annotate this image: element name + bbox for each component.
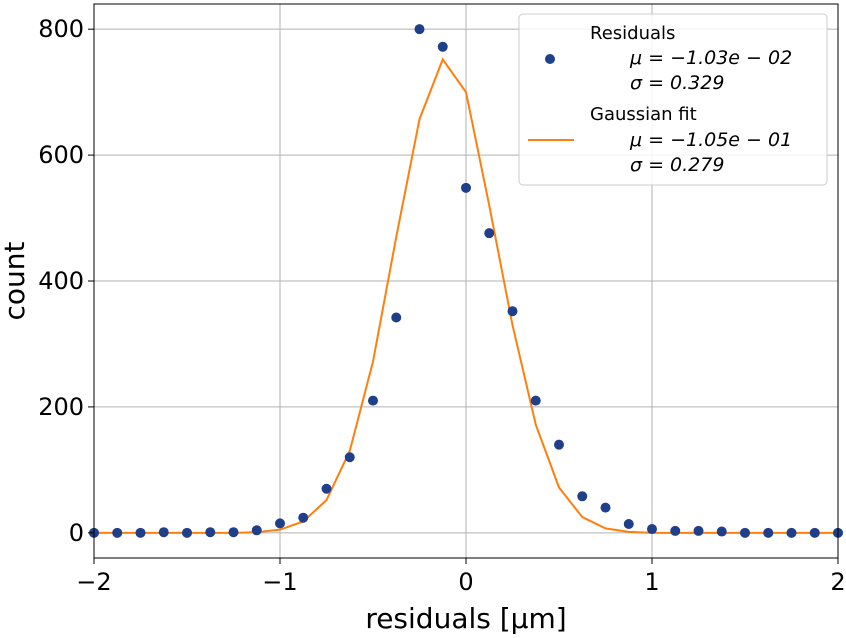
- residuals-point: [647, 524, 657, 535]
- y-tick-label: 600: [38, 141, 84, 169]
- gaussian-fit-line: [94, 57, 838, 534]
- residuals-point: [368, 395, 378, 406]
- residuals-point: [786, 527, 797, 538]
- residuals-point: [228, 527, 239, 538]
- residuals-point: [251, 525, 262, 536]
- y-tick-label: 0: [69, 519, 84, 547]
- axis-ticks: −2 −1 0 1 2 0 200 400 600 800: [38, 15, 845, 596]
- legend-gaussian-fit-sigma: σ = 0.279: [630, 154, 724, 176]
- residuals-point: [182, 527, 192, 538]
- legend-gaussian-fit-label: Gaussian fit: [590, 104, 697, 125]
- legend-residuals-label: Residuals: [590, 23, 675, 44]
- residuals-point: [716, 526, 727, 537]
- residuals-point: [693, 525, 704, 536]
- y-axis-label: count: [0, 241, 31, 320]
- legend-residuals-marker: [545, 54, 555, 64]
- legend-residuals-sigma: σ = 0.329: [630, 72, 724, 94]
- x-tick-label: 1: [644, 568, 659, 596]
- residuals-point: [740, 527, 750, 538]
- residuals-point: [437, 41, 448, 52]
- legend-box: [518, 13, 828, 186]
- residuals-point: [205, 527, 216, 538]
- residuals-point: [577, 491, 588, 502]
- residuals-point: [623, 519, 634, 530]
- residuals-point: [530, 395, 541, 406]
- residuals-point: [158, 527, 169, 538]
- residuals-point: [670, 525, 681, 536]
- residuals-point: [461, 182, 471, 193]
- residuals-point: [507, 306, 518, 317]
- residuals-point: [298, 512, 309, 523]
- x-tick-label: −1: [262, 568, 297, 596]
- residuals-point: [112, 527, 123, 538]
- x-tick-label: 0: [458, 568, 473, 596]
- residuals-point: [321, 483, 332, 494]
- residuals-point: [391, 312, 402, 323]
- gaussian-fit-line-layer: [94, 57, 838, 534]
- residuals-point: [484, 228, 495, 239]
- legend-gaussian-fit-mu: μ = −1.05e − 01: [629, 129, 792, 151]
- x-tick-label: 2: [830, 568, 845, 596]
- residuals-point: [344, 452, 355, 463]
- residuals-point: [809, 527, 820, 538]
- y-tick-label: 400: [38, 267, 84, 295]
- x-tick-label: −2: [76, 568, 111, 596]
- legend-residuals-mu: μ = −1.03e − 02: [629, 47, 792, 69]
- residuals-point: [554, 439, 564, 450]
- residuals-point: [275, 518, 285, 529]
- residuals-point: [600, 502, 611, 513]
- residuals-point: [414, 24, 425, 35]
- residuals-point: [763, 527, 774, 538]
- y-tick-label: 200: [38, 393, 84, 421]
- legend: Residuals μ = −1.03e − 02 σ = 0.329 Gaus…: [518, 13, 828, 186]
- residuals-point: [135, 527, 146, 538]
- x-axis-label: residuals [μm]: [365, 602, 566, 635]
- y-tick-label: 800: [38, 15, 84, 43]
